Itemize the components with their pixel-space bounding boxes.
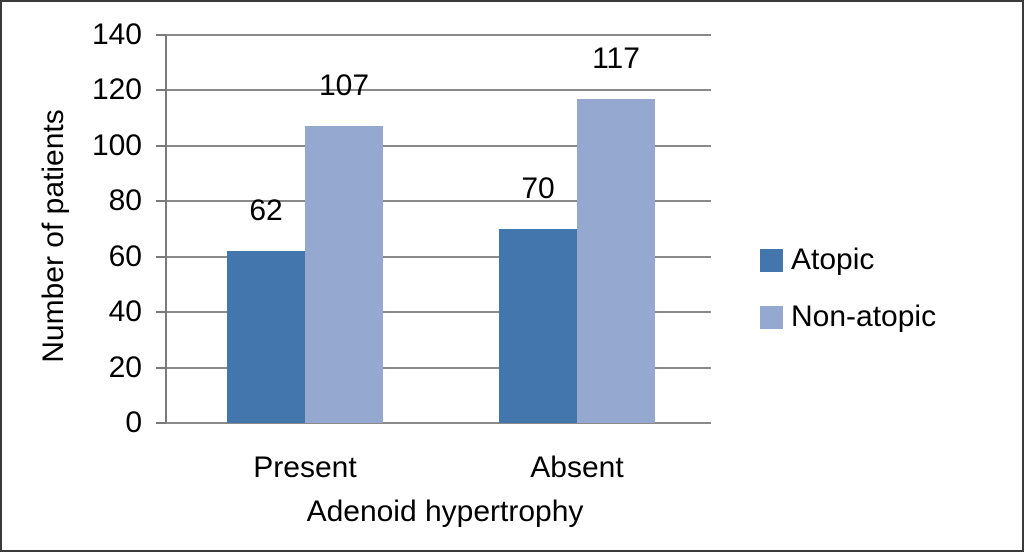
y-axis-tick (156, 422, 166, 424)
y-axis-tick (156, 367, 166, 369)
bar-value-label: 62 (249, 194, 283, 228)
gridline (166, 311, 711, 313)
bar-value-label: 107 (318, 69, 370, 103)
gridline (166, 200, 711, 202)
x-category-label-absent: Absent (530, 451, 624, 484)
gridline (166, 145, 711, 147)
legend-label: Atopic (791, 243, 875, 276)
bar-present-atopic (227, 251, 305, 423)
bar-absent-non-atopic (577, 98, 655, 423)
y-axis-tick (156, 89, 166, 91)
y-tick-label: 80 (108, 184, 142, 217)
bar-value-label: 70 (521, 172, 555, 205)
y-tick-label: 20 (108, 351, 142, 384)
y-tick-label: 0 (125, 406, 142, 439)
legend-swatch (760, 305, 783, 329)
bar-present-non-atopic (305, 126, 383, 423)
bar-value-label: 117 (592, 41, 640, 75)
y-axis-tick (156, 145, 166, 147)
bar-absent-atopic (499, 229, 577, 423)
gridline (166, 367, 711, 369)
y-tick-label: 60 (108, 240, 142, 273)
y-axis-tick (156, 200, 166, 202)
legend-swatch (760, 248, 783, 272)
y-axis-tick (156, 34, 166, 36)
gridline (166, 34, 711, 36)
y-tick-label: 100 (91, 129, 142, 162)
gridline (166, 256, 711, 258)
legend-item-atopic: Atopic (760, 244, 874, 276)
legend-label: Non-atopic (791, 300, 937, 333)
x-axis-title: Adenoid hypertrophy (306, 495, 584, 528)
gridline (166, 89, 711, 91)
y-tick-label: 40 (108, 295, 142, 328)
x-category-label-present: Present (253, 451, 357, 484)
y-axis-tick (156, 256, 166, 258)
gridline (166, 422, 711, 424)
y-tick-label: 140 (91, 18, 142, 51)
legend-item-non-atopic: Non-atopic (760, 301, 936, 333)
y-tick-label: 120 (91, 73, 142, 106)
y-axis-line (165, 35, 167, 423)
y-axis-tick (156, 311, 166, 313)
